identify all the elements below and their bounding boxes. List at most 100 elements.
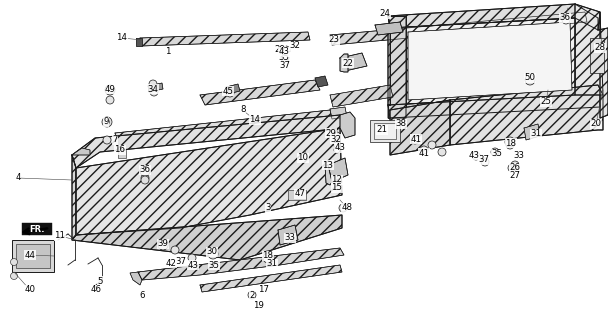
Circle shape xyxy=(141,176,149,184)
Text: 21: 21 xyxy=(376,125,387,134)
Text: 19: 19 xyxy=(252,300,263,309)
Text: 45: 45 xyxy=(223,86,233,95)
Circle shape xyxy=(150,88,158,96)
Circle shape xyxy=(472,152,480,160)
Text: 48: 48 xyxy=(342,204,353,212)
Circle shape xyxy=(334,147,340,153)
Text: 34: 34 xyxy=(148,84,159,93)
Text: 7: 7 xyxy=(112,135,118,145)
Text: 44: 44 xyxy=(24,251,35,260)
Text: 35: 35 xyxy=(278,52,289,61)
Text: 3: 3 xyxy=(265,204,271,212)
Bar xyxy=(374,123,396,139)
Circle shape xyxy=(140,167,148,175)
Text: 22: 22 xyxy=(342,59,353,68)
Polygon shape xyxy=(200,80,320,105)
Circle shape xyxy=(562,16,570,24)
Polygon shape xyxy=(388,16,406,118)
Polygon shape xyxy=(340,54,348,72)
Text: 30: 30 xyxy=(207,247,218,257)
Text: 40: 40 xyxy=(24,285,35,294)
Text: 35: 35 xyxy=(491,149,502,158)
Circle shape xyxy=(171,246,179,254)
Circle shape xyxy=(411,136,419,144)
Text: 46: 46 xyxy=(91,285,102,294)
Polygon shape xyxy=(598,12,608,118)
Text: 37: 37 xyxy=(280,61,291,70)
Text: 23: 23 xyxy=(328,36,339,44)
Polygon shape xyxy=(388,18,575,105)
Text: 47: 47 xyxy=(294,189,305,198)
Text: 12: 12 xyxy=(331,175,342,185)
Text: 36: 36 xyxy=(139,165,151,174)
Circle shape xyxy=(428,141,436,149)
Text: 15: 15 xyxy=(331,183,342,193)
Polygon shape xyxy=(330,85,393,107)
Text: 39: 39 xyxy=(157,239,168,249)
Text: 37: 37 xyxy=(176,258,187,267)
Text: 49: 49 xyxy=(105,84,116,93)
Text: 6: 6 xyxy=(139,291,145,300)
Polygon shape xyxy=(72,155,76,240)
Circle shape xyxy=(339,204,347,212)
Circle shape xyxy=(10,259,18,266)
Circle shape xyxy=(141,174,149,182)
Polygon shape xyxy=(148,83,163,92)
Circle shape xyxy=(188,254,196,262)
Circle shape xyxy=(508,164,516,172)
Text: 10: 10 xyxy=(297,154,308,163)
Circle shape xyxy=(281,54,289,62)
Circle shape xyxy=(106,86,114,94)
Text: 8: 8 xyxy=(240,106,246,115)
Text: 43: 43 xyxy=(469,150,480,159)
Text: 41: 41 xyxy=(410,134,421,143)
Polygon shape xyxy=(375,22,403,35)
Text: 32: 32 xyxy=(289,42,300,51)
Text: 14: 14 xyxy=(117,34,128,43)
Text: 41: 41 xyxy=(418,148,429,157)
Text: FR.: FR. xyxy=(29,225,45,234)
Bar xyxy=(12,240,54,272)
Circle shape xyxy=(420,146,428,154)
Polygon shape xyxy=(138,248,344,280)
Polygon shape xyxy=(388,95,600,118)
Bar xyxy=(118,150,126,158)
Circle shape xyxy=(105,85,115,95)
Polygon shape xyxy=(72,115,345,168)
Polygon shape xyxy=(76,128,342,235)
Text: 43: 43 xyxy=(278,47,289,57)
Polygon shape xyxy=(72,148,90,155)
Polygon shape xyxy=(450,85,603,145)
Circle shape xyxy=(506,141,514,149)
Circle shape xyxy=(140,166,150,176)
Text: 25: 25 xyxy=(541,98,551,107)
Circle shape xyxy=(438,148,446,156)
Text: 1: 1 xyxy=(165,47,171,57)
Bar xyxy=(370,120,400,142)
Text: 36: 36 xyxy=(559,13,570,22)
Polygon shape xyxy=(330,107,347,119)
Text: 35: 35 xyxy=(209,260,219,269)
Polygon shape xyxy=(278,225,298,245)
Text: 32: 32 xyxy=(331,134,342,143)
Circle shape xyxy=(264,251,270,257)
Text: 2: 2 xyxy=(249,291,255,300)
Polygon shape xyxy=(325,165,332,185)
Circle shape xyxy=(334,132,340,138)
Circle shape xyxy=(491,148,499,156)
Polygon shape xyxy=(575,4,603,95)
Text: 16: 16 xyxy=(114,146,125,155)
Text: 4: 4 xyxy=(15,173,21,182)
Circle shape xyxy=(149,80,157,88)
Text: 29: 29 xyxy=(325,129,336,138)
Polygon shape xyxy=(524,124,540,140)
Circle shape xyxy=(481,158,489,166)
Circle shape xyxy=(102,117,112,127)
Text: 43: 43 xyxy=(187,260,198,269)
Circle shape xyxy=(160,241,168,249)
Bar xyxy=(16,244,50,268)
Circle shape xyxy=(10,273,18,279)
Polygon shape xyxy=(340,112,355,138)
Circle shape xyxy=(158,240,168,250)
Bar xyxy=(22,223,52,235)
